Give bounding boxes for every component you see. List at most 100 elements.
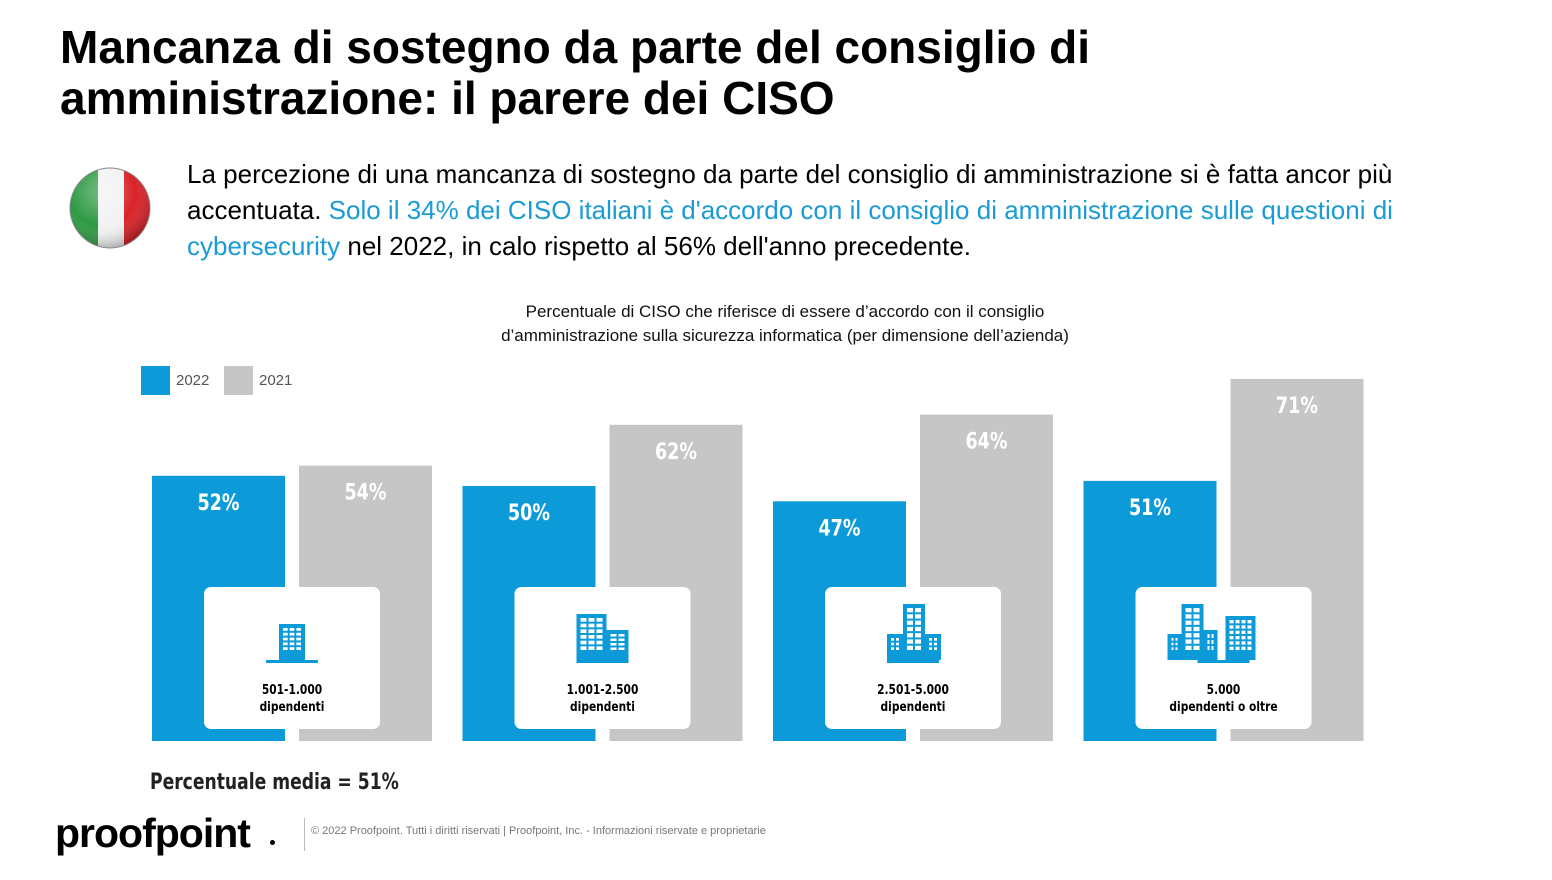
building-window (580, 640, 587, 645)
building-window (580, 629, 587, 633)
building-window (580, 635, 587, 639)
building-window (1211, 646, 1214, 650)
bar-value-label-2021: 62% (655, 439, 697, 464)
building-window (1211, 634, 1214, 638)
building-window (907, 639, 913, 644)
building-window (1247, 620, 1252, 624)
building-window (929, 647, 932, 650)
building-window (588, 635, 595, 639)
building-window (1229, 636, 1234, 640)
category-label-line1: 2.501-5.000 (877, 682, 949, 697)
building-window (915, 645, 921, 650)
bar-value-label-2021: 64% (965, 429, 1007, 454)
two-buildings-icon (1167, 604, 1256, 663)
building-window (915, 626, 921, 632)
bar-value-label-2022: 50% (508, 500, 550, 525)
building-window (1193, 626, 1200, 632)
building-window (1193, 645, 1200, 650)
bar-group-3: 47% 64% 2.501-5.000 dipendenti (773, 414, 1053, 741)
building-window (1241, 620, 1246, 624)
building-window (580, 618, 587, 622)
building-window (1241, 646, 1246, 650)
building-body (1167, 634, 1182, 660)
building-window (588, 618, 595, 622)
building-window (610, 643, 617, 646)
building-body (903, 604, 925, 660)
intro-text-part2: nel 2022, in calo rispetto al 56% dell'a… (340, 231, 971, 261)
category-card (1135, 587, 1312, 729)
category-label-line1: 5.000 (1207, 682, 1241, 697)
building-window (915, 614, 921, 619)
footer-divider (304, 818, 305, 851)
building-window (1193, 608, 1200, 613)
building-window (934, 642, 937, 646)
large-building-icon (887, 604, 941, 663)
icon-ground (266, 660, 318, 663)
logo-registered-mark (270, 840, 275, 845)
italy-flag-icon (69, 167, 151, 249)
building-body (925, 634, 941, 660)
building-window (1185, 620, 1192, 625)
building-window (891, 642, 894, 646)
category-label-line2: dipendenti o oltre (1169, 699, 1277, 714)
page-title: Mancanza di sostegno da parte del consig… (60, 22, 1500, 124)
building-window (596, 635, 603, 639)
category-label-line2: dipendenti (881, 699, 946, 714)
building-window (934, 647, 937, 650)
average-percentage: Percentuale media = 51% (150, 770, 399, 795)
category-label-line1: 1.001-2.500 (567, 682, 639, 697)
building-window (588, 629, 595, 633)
building-body (1181, 604, 1204, 660)
category-label-line2: dipendenti (570, 699, 635, 714)
building-window (1175, 647, 1178, 650)
building-window (1229, 646, 1234, 650)
building-window (907, 620, 913, 625)
building-window (596, 640, 603, 645)
building-window (296, 642, 301, 646)
small-building-icon (266, 624, 318, 663)
building-window (1235, 630, 1240, 634)
building-window (1207, 640, 1210, 644)
building-window (915, 633, 921, 638)
building-window (1235, 646, 1240, 650)
bar-value-label-2021: 71% (1276, 393, 1318, 418)
building-window (1235, 620, 1240, 624)
intro-text-part1: La percezione di una mancanza di sostegn… (187, 159, 1393, 225)
chart-title-line1: Percentuale di CISO che riferisce di ess… (525, 302, 1045, 321)
building-window (610, 634, 617, 637)
legend-label-2022: 2022 (176, 372, 210, 389)
building-window (1235, 641, 1240, 645)
bar-value-label-2022: 51% (1129, 495, 1171, 520)
building-window (1241, 630, 1246, 634)
building-window (1175, 642, 1178, 646)
building-window (610, 647, 617, 650)
building-window (596, 629, 603, 633)
building-window (1207, 634, 1210, 638)
building-window (1171, 647, 1174, 650)
building-window (896, 642, 899, 646)
building-window (1241, 641, 1246, 645)
building-window (1247, 636, 1252, 640)
building-window (588, 646, 595, 650)
building-window (289, 637, 295, 641)
bar-value-label-2022: 52% (197, 490, 239, 515)
building-window (1185, 608, 1192, 613)
category-label-line2: dipendenti (260, 699, 325, 714)
building-window (618, 634, 625, 637)
building-window (1171, 642, 1174, 646)
category-label-line1: 501-1.000 (262, 682, 322, 697)
building-window (296, 628, 301, 631)
building-window (296, 637, 301, 641)
intro-text-highlight: Solo il 34% dei CISO italiani è d'accord… (187, 195, 1393, 261)
page-title-line2: amministrazione: il parere dei CISO (60, 72, 835, 124)
page-title-line1: Mancanza di sostegno da parte del consig… (60, 21, 1091, 73)
building-window (618, 647, 625, 650)
legend-swatch-2021 (224, 366, 253, 395)
building-window (1193, 639, 1200, 644)
building-window (1247, 646, 1252, 650)
building-window (588, 640, 595, 645)
building-window (1241, 636, 1246, 640)
building-window (1207, 646, 1210, 650)
building-window (934, 638, 937, 641)
bar-group-1: 52% 54% 501-1.000 dipendenti (152, 465, 432, 741)
